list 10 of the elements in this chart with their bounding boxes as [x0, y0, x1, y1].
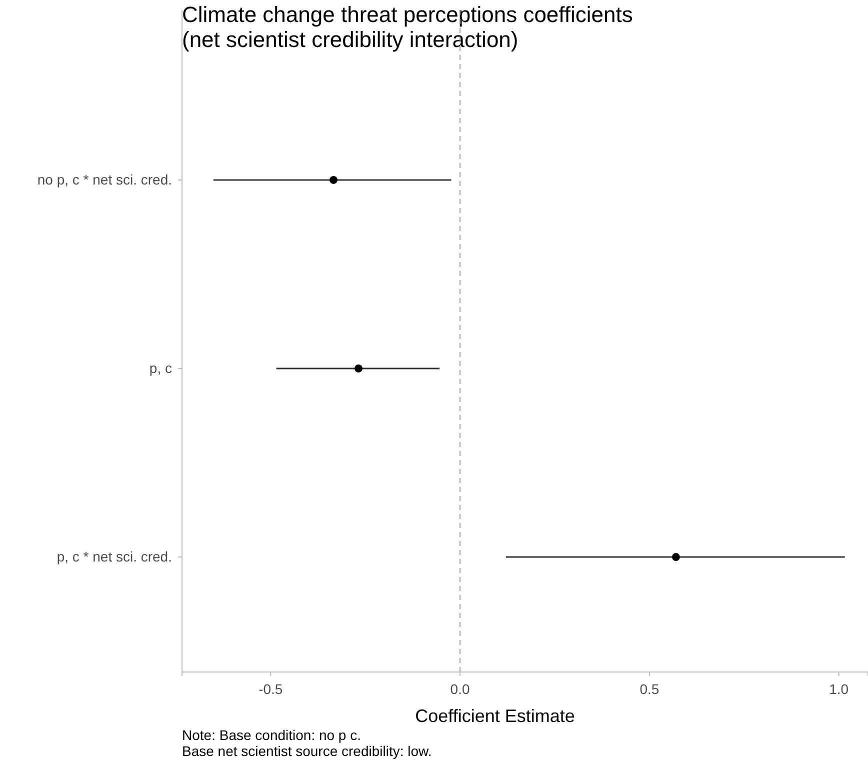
- y-tick-label: p, c * net sci. cred.: [56, 548, 172, 564]
- x-tick-label: 0.5: [640, 680, 660, 697]
- x-tick-label: 0.0: [450, 680, 470, 697]
- x-axis-title: Coefficient Estimate: [415, 706, 575, 726]
- x-tick-label: 1.0: [829, 680, 849, 697]
- y-tick-label: no p, c * net sci. cred.: [37, 171, 172, 188]
- x-tick-label: -0.5: [258, 680, 283, 697]
- y-tick-label: p, c: [149, 360, 172, 376]
- text: Note: Base condition: no p c. Base net scientist source credibility: low.: [182, 727, 432, 759]
- chart-title: Climate change threat perceptions coefficients (net scientist credibility interaction): [182, 2, 633, 52]
